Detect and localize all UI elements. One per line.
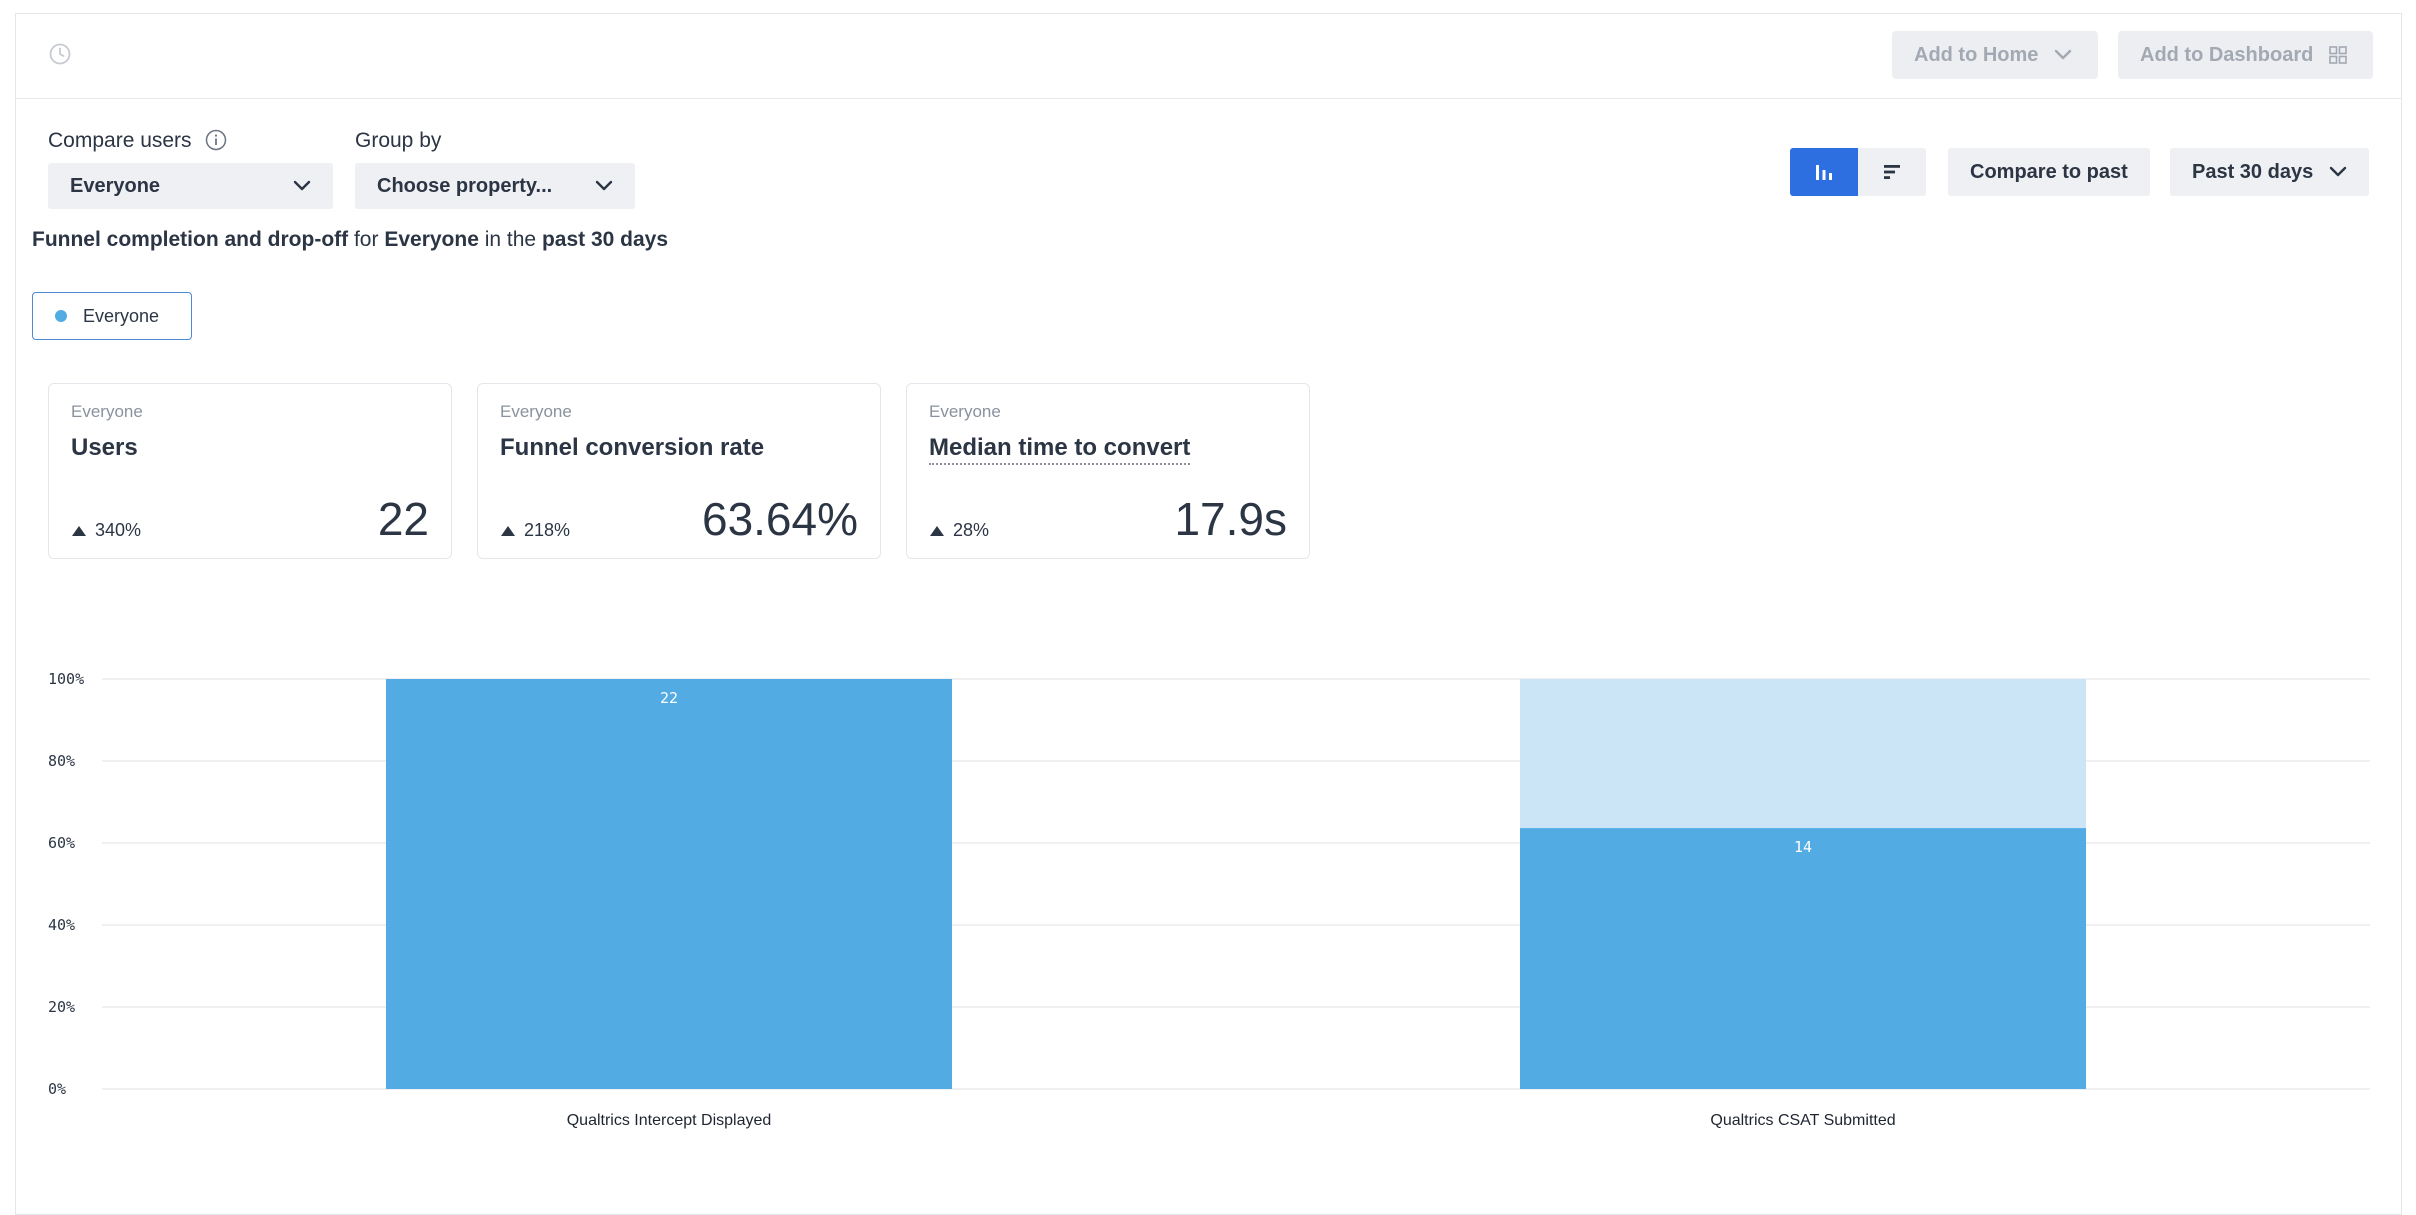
summary-period: past 30 days <box>541 228 669 251</box>
compare-users-value: Everyone <box>70 174 161 197</box>
add-to-dashboard-button[interactable]: Add to Dashboard <box>2118 31 2373 79</box>
chevron-down-icon <box>595 180 613 191</box>
y-tick-label: 100% <box>48 670 84 688</box>
triangle-up-icon <box>72 525 86 536</box>
bar-count-label: 22 <box>660 689 678 707</box>
card-metric-title: Funnel conversion rate <box>500 434 765 461</box>
card-delta-value: 218% <box>524 520 571 540</box>
x-category-label: Qualtrics CSAT Submitted <box>1710 1112 1895 1129</box>
card-segment: Everyone <box>500 402 572 421</box>
horizontal-bar-view-button[interactable] <box>1858 148 1926 196</box>
card-delta-value: 340% <box>95 520 142 540</box>
chart-type-toggle <box>1790 148 1926 196</box>
compare-to-past-button[interactable]: Compare to past <box>1948 148 2150 196</box>
funnel-summary-text: Funnel completion and drop-off for Every… <box>32 228 668 252</box>
triangle-up-icon <box>501 525 515 536</box>
card-delta: 340% <box>71 520 141 541</box>
funnel-bar <box>1520 828 2086 1089</box>
summary-for: for <box>348 228 385 251</box>
funnel-chart: 100% 80% 60% 40% 20% 0% 22 Qualtrics Intercept … <box>48 670 2370 1129</box>
date-range-dropdown[interactable]: Past 30 days <box>2170 148 2370 196</box>
legend-chip-everyone[interactable]: Everyone <box>32 292 192 340</box>
y-tick-label: 0% <box>48 1080 66 1098</box>
card-segment: Everyone <box>929 402 1001 421</box>
funnel-bar <box>386 679 952 1089</box>
card-metric-title: Users <box>71 434 138 461</box>
y-tick-label: 80% <box>48 752 75 770</box>
compare-users-dropdown[interactable]: Everyone <box>48 163 333 209</box>
vertical-bars-icon <box>1816 165 1832 180</box>
y-tick-label: 20% <box>48 998 75 1016</box>
card-delta: 218% <box>500 520 570 541</box>
card-value: 22 <box>377 493 429 545</box>
vertical-bar-view-button[interactable] <box>1790 148 1858 196</box>
y-tick-label: 60% <box>48 834 75 852</box>
add-to-home-label: Add to Home <box>1914 43 2039 66</box>
y-tick-label: 40% <box>48 916 75 934</box>
card-delta: 28% <box>929 520 989 541</box>
compare-to-past-label: Compare to past <box>1970 160 2128 183</box>
summary-segment: Everyone <box>384 228 479 251</box>
card-segment: Everyone <box>71 402 143 421</box>
bar-count-label: 14 <box>1794 838 1812 856</box>
summary-title: Funnel completion and drop-off <box>32 228 349 251</box>
group-by-value: Choose property... <box>377 174 553 197</box>
metric-card-conversion-rate: Everyone Funnel conversion rate 218% 63.… <box>477 383 881 559</box>
x-category-label: Qualtrics Intercept Displayed <box>567 1112 772 1129</box>
date-range-value: Past 30 days <box>2192 160 2314 183</box>
legend-color-dot <box>55 310 67 322</box>
chevron-down-icon <box>293 180 311 191</box>
add-to-dashboard-label: Add to Dashboard <box>2140 43 2314 66</box>
dashboard-grid-icon <box>2329 46 2348 64</box>
clock-icon[interactable] <box>48 42 72 66</box>
info-icon[interactable] <box>205 129 227 151</box>
card-metric-title[interactable]: Median time to convert <box>929 434 1191 465</box>
summary-in-the: in the <box>478 228 542 251</box>
compare-users-text: Compare users <box>48 129 192 152</box>
chevron-down-icon <box>2055 49 2072 60</box>
report-toolbar: Add to Home Add to Dashboard <box>16 14 2401 99</box>
compare-users-label: Compare users <box>48 129 227 153</box>
group-by-dropdown[interactable]: Choose property... <box>355 163 635 209</box>
card-value: 17.9s <box>1174 493 1287 545</box>
horizontal-bars-icon <box>1884 165 1900 179</box>
add-to-home-button[interactable]: Add to Home <box>1892 31 2098 79</box>
metric-card-median-time: Everyone Median time to convert 28% 17.9… <box>906 383 1310 559</box>
card-value: 63.64% <box>701 493 858 545</box>
metric-card-users: Everyone Users 340% 22 <box>48 383 452 559</box>
group-by-label: Group by <box>355 129 442 152</box>
card-delta-value: 28% <box>953 520 990 540</box>
legend-label: Everyone <box>83 305 160 326</box>
dropoff-bar <box>1520 679 2086 829</box>
triangle-up-icon <box>930 525 944 536</box>
chevron-down-icon <box>2330 166 2347 177</box>
